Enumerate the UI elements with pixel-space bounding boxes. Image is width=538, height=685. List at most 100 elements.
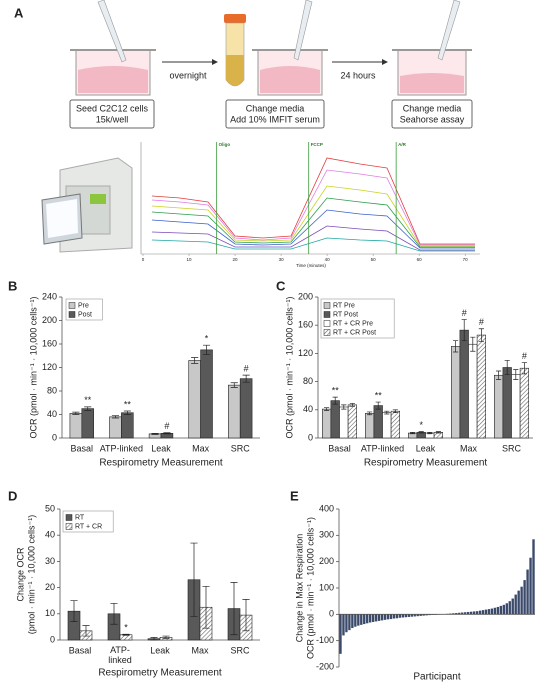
bar xyxy=(374,614,378,622)
injection-label: FCCP xyxy=(311,142,323,147)
bar xyxy=(523,580,526,615)
legend-swatch xyxy=(65,523,73,530)
y-tick-label: 0 xyxy=(329,609,334,619)
well-illustration xyxy=(252,0,328,96)
x-tick-label: Basal xyxy=(69,645,92,655)
error-bar xyxy=(427,432,433,435)
bar xyxy=(487,609,491,615)
bar xyxy=(69,413,83,439)
arrow-head xyxy=(212,59,218,65)
bar xyxy=(382,412,392,439)
legend-swatch xyxy=(68,311,76,318)
panel-label: D xyxy=(8,488,17,503)
y-tick-label: 300 xyxy=(319,530,334,540)
bar xyxy=(419,614,422,616)
error-bar xyxy=(122,633,130,636)
y-axis-label: OCR (pmol · min⁻¹ · 10,000 cells⁻¹) xyxy=(305,517,315,659)
bar xyxy=(366,614,369,624)
legend-label: Post xyxy=(78,311,92,318)
x-tick-label: 10 xyxy=(187,257,193,262)
bar xyxy=(342,614,345,636)
x-tick-label: Max xyxy=(460,443,478,453)
error-bar xyxy=(202,585,210,629)
bar xyxy=(121,412,134,439)
bar xyxy=(392,614,396,619)
step-text: Add 10% IMFIT serum xyxy=(230,114,320,124)
bar xyxy=(468,343,478,439)
legend-box xyxy=(62,510,114,533)
panel-label: A xyxy=(14,5,24,20)
instrument-illustration xyxy=(41,157,133,253)
bar xyxy=(505,603,508,615)
legend: Pre Post xyxy=(65,298,103,321)
x-tick-label: Leak xyxy=(416,443,436,453)
error-bar xyxy=(190,542,198,617)
bar xyxy=(502,367,512,439)
bar xyxy=(499,605,503,615)
bar xyxy=(321,408,332,439)
bar xyxy=(490,608,494,615)
x-tick-label: ATP-linked xyxy=(100,443,143,453)
bar xyxy=(395,614,399,619)
panel: C 0 40 80 120 160 200 OCR (pmol · min⁻¹ · 10,00… xyxy=(276,278,533,469)
well-illustration xyxy=(70,0,156,96)
step-text: Change media xyxy=(403,103,462,113)
injection-label: A/R xyxy=(398,142,407,147)
significance-mark: ** xyxy=(124,399,132,409)
y-tick-label: 200 xyxy=(298,291,313,301)
x-axis-label: Respirometry Measurement xyxy=(364,458,488,469)
x-tick-label: ATP-linked xyxy=(361,443,404,453)
y-tick-label: 120 xyxy=(42,362,57,372)
error-bar xyxy=(82,625,90,637)
x-tick-label: 50 xyxy=(371,257,377,262)
y-tick-label: 160 xyxy=(298,320,313,330)
error-bar xyxy=(110,602,118,625)
x-tick-label: 30 xyxy=(279,257,285,262)
bar xyxy=(450,346,461,439)
bar xyxy=(519,367,529,439)
x-tick-label: 40 xyxy=(325,257,331,262)
legend-label: RT Post xyxy=(333,311,358,318)
error-bar xyxy=(521,362,527,375)
x-axis-label: Respirometry Measurement xyxy=(99,458,223,469)
bar xyxy=(398,614,402,618)
y-tick-label: 50 xyxy=(45,503,55,513)
bar xyxy=(529,557,532,615)
step-text: Seed C2C12 cells xyxy=(76,103,149,113)
bar xyxy=(348,614,351,631)
significance-mark: # xyxy=(522,351,527,361)
error-bar xyxy=(513,369,519,380)
legend-label: RT + CR Pre xyxy=(333,320,373,327)
bar xyxy=(455,613,458,615)
x-tick-label: SRC xyxy=(230,645,250,655)
y-tick-label: 400 xyxy=(319,503,334,513)
y-tick-label: 40 xyxy=(303,404,313,414)
y-tick-label: 200 xyxy=(319,556,334,566)
bar xyxy=(360,614,363,625)
bar xyxy=(511,374,521,439)
legend-swatch xyxy=(323,302,331,309)
x-tick-label: Leak xyxy=(150,645,170,655)
panel: D 0 10 20 30 40 50 Change OCR (pmol · min⁻¹ · 10… xyxy=(8,488,260,679)
bar xyxy=(389,614,393,620)
text-box: Change media Seahorse assay xyxy=(391,99,473,129)
error-bar xyxy=(418,431,424,434)
bar xyxy=(466,611,470,615)
y-tick-label: 10 xyxy=(45,608,55,618)
significance-mark: * xyxy=(205,334,209,344)
bar xyxy=(81,408,94,439)
panel-a: A Seed C2C12 cells 15k/well overnight xyxy=(14,0,480,268)
error-bar xyxy=(70,600,78,623)
error-bar xyxy=(230,582,238,636)
x-tick-label: SRC xyxy=(231,443,251,453)
error-bar xyxy=(191,357,199,364)
bar xyxy=(407,614,410,617)
bar xyxy=(401,614,405,618)
bar xyxy=(339,406,349,439)
bar xyxy=(413,614,416,617)
bar xyxy=(452,613,455,615)
panel-label: B xyxy=(8,278,17,293)
legend-label: RT + CR Post xyxy=(333,329,376,336)
bar xyxy=(345,614,348,633)
bar xyxy=(458,612,461,615)
